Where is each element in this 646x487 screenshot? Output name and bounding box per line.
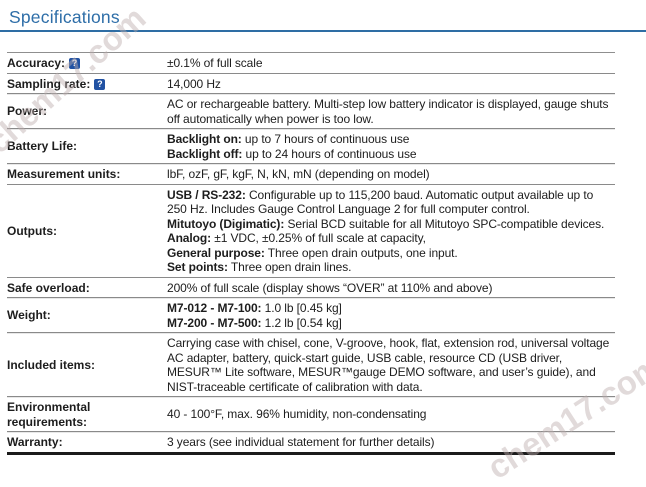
spec-label: Environmental requirements: [7, 400, 91, 429]
spec-value-bold: General purpose: [167, 245, 265, 260]
spec-value-bold: USB / RS-232: [167, 187, 246, 202]
spec-value: M7-012 - M7-100: 1.0 lb [0.45 kg] M7-200 … [167, 297, 615, 333]
spec-value-line: Mitutoyo (Digimatic): Serial BCD suitabl… [167, 216, 605, 231]
spec-row: Outputs: USB / RS-232: Configurable up t… [7, 184, 615, 278]
spec-value: 3 years (see individual statement for fu… [167, 431, 615, 455]
spec-value: Backlight on: up to 7 hours of continuou… [167, 128, 615, 164]
spec-row: Power: AC or rechargeable battery. Multi… [7, 93, 615, 129]
spec-value: lbF, ozF, gF, kgF, N, kN, mN (depending … [167, 163, 615, 185]
spec-value: ±0.1% of full scale [167, 52, 615, 74]
spec-value-line: 40 - 100°F, max. 96% humidity, non-conde… [167, 407, 427, 422]
spec-value-line: Carrying case with chisel, cone, V-groov… [167, 336, 610, 394]
spec-row: Battery Life: Backlight on: up to 7 hour… [7, 128, 615, 164]
spec-label: Outputs: [7, 223, 57, 238]
spec-label: Power: [7, 104, 48, 119]
spec-value: 14,000 Hz [167, 73, 615, 94]
spec-value-line: Analog: ±1 VDC, ±0.25% of full scale at … [167, 231, 426, 245]
spec-row: Measurement units: lbF, ozF, gF, kgF, N,… [7, 163, 615, 185]
spec-label: Safe overload: [7, 280, 90, 295]
spec-label: Accuracy: [7, 56, 66, 70]
spec-value: USB / RS-232: Configurable up to 115,200… [167, 184, 615, 278]
spec-label: Measurement units: [7, 167, 121, 181]
page-title: Specifications [9, 7, 120, 27]
spec-row: Sampling rate:? 14,000 Hz [7, 73, 615, 94]
help-icon[interactable]: ? [94, 78, 106, 90]
spec-label: Sampling rate: [7, 76, 91, 91]
spec-label: Weight: [7, 308, 51, 323]
spec-value-bold: M7-012 - M7-100: [167, 301, 262, 315]
title-underline [0, 30, 646, 32]
spec-value-bold: Analog: [167, 231, 211, 245]
spec-table-body: Accuracy:? ±0.1% of full scale Sampling … [7, 52, 615, 455]
spec-value-bold: Mitutoyo (Digimatic): [167, 216, 285, 231]
spec-value-line: Backlight off: up to 24 hours of continu… [167, 146, 417, 161]
spec-value-line: 14,000 Hz [167, 76, 221, 91]
spec-value-line: 200% of full scale (display shows “OVER”… [167, 280, 493, 295]
spec-value-line: M7-200 - M7-500: 1.2 lb [0.54 kg] [167, 315, 342, 330]
spec-row: Environmental requirements: 40 - 100°F, … [7, 396, 615, 432]
spec-value-line: M7-012 - M7-100: 1.0 lb [0.45 kg] [167, 301, 342, 315]
spec-value-line: General purpose: Three open drain output… [167, 245, 458, 260]
spec-row: Accuracy:? ±0.1% of full scale [7, 52, 615, 74]
spec-value: AC or rechargeable battery. Multi-step l… [167, 93, 615, 129]
spec-label: Battery Life: [7, 139, 78, 154]
spec-value: 200% of full scale (display shows “OVER”… [167, 277, 615, 298]
spec-value-bold: M7-200 - M7-500: [167, 315, 262, 330]
help-icon[interactable]: ? [69, 58, 81, 69]
spec-value-line: Backlight on: up to 7 hours of continuou… [167, 132, 410, 146]
spec-value-bold: Backlight on: [167, 132, 242, 146]
spec-value-line: 3 years (see individual statement for fu… [167, 435, 435, 449]
spec-value: Carrying case with chisel, cone, V-groov… [167, 332, 615, 397]
spec-row: Included items: Carrying case with chise… [7, 332, 615, 397]
spec-value: 40 - 100°F, max. 96% humidity, non-conde… [167, 396, 615, 432]
spec-row: Weight: M7-012 - M7-100: 1.0 lb [0.45 kg… [7, 297, 615, 333]
spec-value-line: Set points: Three open drain lines. [167, 260, 352, 274]
spec-row: Warranty: 3 years (see individual statem… [7, 431, 615, 455]
specifications-table: Accuracy:? ±0.1% of full scale Sampling … [7, 52, 615, 455]
spec-value-line: USB / RS-232: Configurable up to 115,200… [167, 187, 594, 217]
spec-value-line: ±0.1% of full scale [167, 56, 263, 70]
spec-value-bold: Backlight off: [167, 146, 243, 161]
spec-label: Warranty: [7, 435, 63, 449]
spec-value-line: lbF, ozF, gF, kgF, N, kN, mN (depending … [167, 167, 430, 181]
spec-label: Included items: [7, 357, 96, 372]
spec-value-line: AC or rechargeable battery. Multi-step l… [167, 97, 609, 126]
spec-value-bold: Set points: [167, 260, 228, 274]
spec-row: Safe overload: 200% of full scale (displ… [7, 277, 615, 298]
